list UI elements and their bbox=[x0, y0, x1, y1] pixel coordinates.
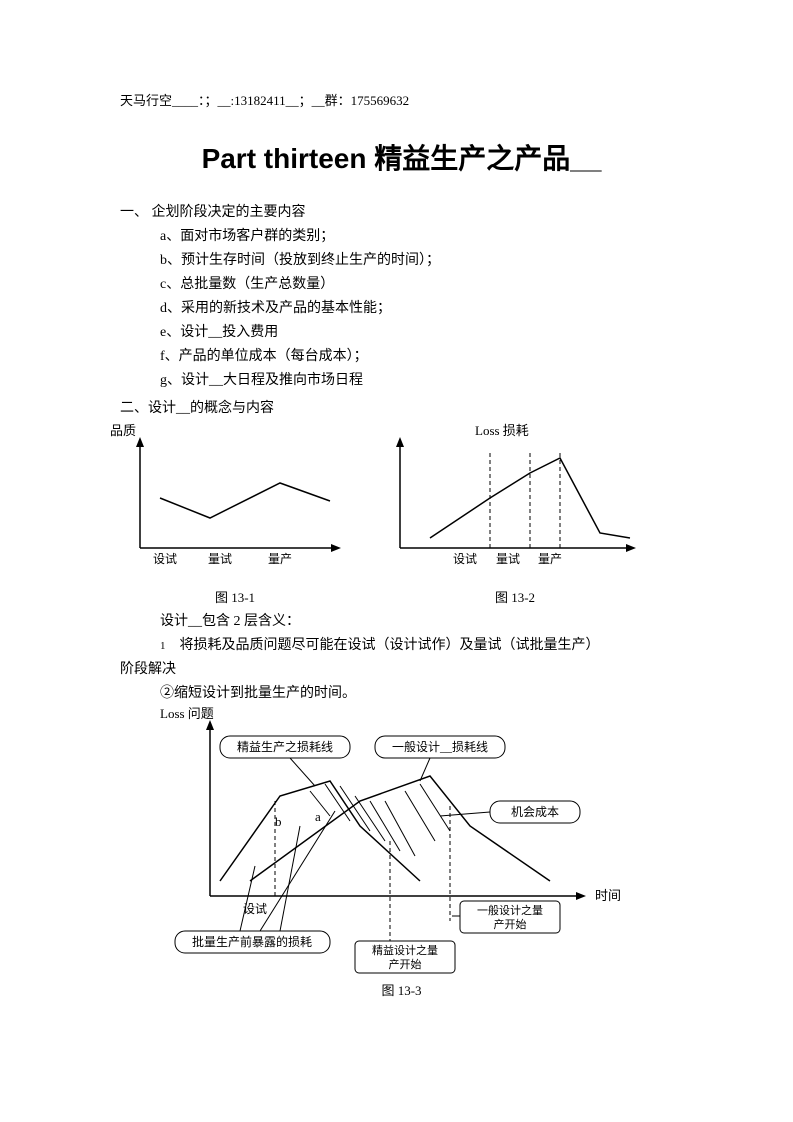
list-item: b、预计生存时间（投放到终止生产的时间）； bbox=[160, 249, 683, 269]
header-line: 天马行空____：；__:13182411__；__群：175569632 bbox=[120, 90, 683, 109]
chart3-svg: Loss 问题 时间 设试 a b 精 bbox=[160, 706, 640, 976]
design-meaning: 设计__包含 2 层含义： bbox=[160, 610, 683, 630]
chart1-caption: 图 13-1 bbox=[110, 587, 360, 606]
letter-a: a bbox=[315, 809, 321, 824]
chart-13-3: Loss 问题 时间 设试 a b 精 bbox=[160, 706, 683, 999]
chart2-xtick: 设试 bbox=[453, 551, 477, 566]
chart3-xlabel: 时间 bbox=[595, 888, 621, 903]
chart1-xtick: 量试 bbox=[208, 551, 232, 566]
chart3-caption: 图 13-3 bbox=[120, 980, 683, 999]
chart-13-1: 品质 设试 量试 量产 图 13-1 bbox=[110, 423, 360, 606]
list-item: f、产品的单位成本（每台成本）； bbox=[160, 345, 683, 365]
chart1-ylabel: 品质 bbox=[110, 423, 136, 438]
list-item: g、设计__大日程及推向市场日程 bbox=[160, 369, 683, 389]
page-title: Part thirteen 精益生产之产品__ bbox=[120, 137, 683, 177]
box-general: 一般设计__损耗线 bbox=[392, 739, 488, 754]
chart-row: 品质 设试 量试 量产 图 13-1 Loss 损耗 设试 量试 bbox=[110, 423, 683, 606]
chart3-ylabel: Loss 问题 bbox=[160, 706, 214, 721]
list-item: c、总批量数（生产总数量） bbox=[160, 273, 683, 293]
num-1: 1 bbox=[160, 640, 166, 652]
section2-heading: 二、设计__的概念与内容 bbox=[120, 397, 683, 417]
letter-b: b bbox=[275, 814, 282, 829]
section1-heading: 一、 企划阶段决定的主要内容 bbox=[120, 201, 683, 221]
chart1-xtick: 量产 bbox=[268, 552, 292, 566]
chart2-ylabel: Loss 损耗 bbox=[475, 423, 529, 438]
chart2-caption: 图 13-2 bbox=[380, 587, 650, 606]
chart1-xtick: 设试 bbox=[153, 551, 177, 566]
box-lean-start-l2: 产开始 bbox=[389, 957, 422, 971]
meaning-2: ②缩短设计到批量生产的时间。 bbox=[160, 682, 683, 702]
meaning1-text: 将损耗及品质问题尽可能在设试（设计试作）及量试（试批量生产） bbox=[180, 638, 600, 653]
chart-13-2: Loss 损耗 设试 量试 量产 图 13-2 bbox=[380, 423, 650, 606]
meaning-1: 1 将损耗及品质问题尽可能在设试（设计试作）及量试（试批量生产） bbox=[160, 634, 683, 654]
chart2-xtick: 量产 bbox=[538, 552, 562, 566]
chart1-svg: 品质 设试 量试 量产 bbox=[110, 423, 360, 583]
box-lean: 精益生产之损耗线 bbox=[237, 740, 333, 754]
chart2-xtick: 量试 bbox=[496, 551, 520, 566]
box-lean-start-l1: 精益设计之量 bbox=[372, 943, 438, 957]
list-item: d、采用的新技术及产品的基本性能； bbox=[160, 297, 683, 317]
box-general-start-l2: 产开始 bbox=[494, 917, 527, 931]
box-general-start-l1: 一般设计之量 bbox=[477, 903, 543, 917]
chart2-svg: Loss 损耗 设试 量试 量产 bbox=[380, 423, 650, 583]
meaning-1b: 阶段解决 bbox=[120, 658, 683, 678]
box-exposed: 批量生产前暴露的损耗 bbox=[192, 934, 312, 949]
box-opp: 机会成本 bbox=[511, 805, 559, 819]
list-item: a、面对市场客户群的类别； bbox=[160, 225, 683, 245]
list-item: e、设计__投入费用 bbox=[160, 321, 683, 341]
